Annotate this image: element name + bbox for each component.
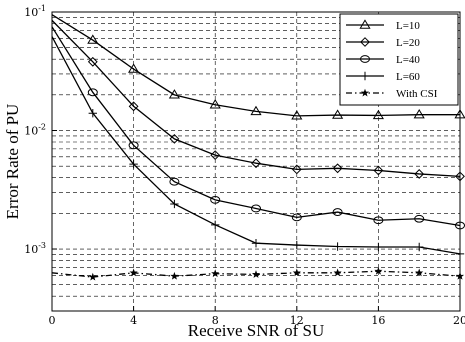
legend-marker-l-10 bbox=[359, 19, 371, 29]
x-tick-label: 8 bbox=[212, 314, 219, 327]
data-point-with-csi bbox=[415, 268, 424, 277]
legend-label-l-60: L=60 bbox=[396, 71, 420, 83]
plot-frame bbox=[51, 11, 461, 312]
data-point-with-csi bbox=[170, 271, 179, 280]
x-tick-label: 20 bbox=[453, 314, 465, 327]
data-point-l-10 bbox=[413, 109, 425, 119]
series-l-60 bbox=[51, 36, 465, 259]
data-point-l-20 bbox=[169, 133, 180, 144]
data-point-with-csi bbox=[292, 268, 301, 277]
data-point-l-20 bbox=[373, 165, 384, 176]
data-point-with-csi bbox=[88, 272, 97, 281]
data-point-l-10 bbox=[332, 109, 344, 119]
legend-label-with-csi: With CSI bbox=[396, 88, 438, 100]
data-point-l-40 bbox=[210, 195, 221, 204]
series-line-l-40 bbox=[51, 26, 461, 227]
x-tick-label: 0 bbox=[49, 314, 56, 327]
data-point-l-60 bbox=[415, 242, 424, 252]
legend-marker-with-csi bbox=[360, 88, 370, 97]
data-point-l-10 bbox=[372, 109, 384, 120]
x-tick-label: 16 bbox=[371, 314, 385, 327]
series-lines bbox=[51, 14, 465, 281]
data-point-with-csi bbox=[211, 269, 220, 278]
y-tick-label: 10-3 bbox=[24, 241, 46, 256]
data-point-with-csi bbox=[251, 270, 261, 278]
legend-label-l-20: L=20 bbox=[396, 37, 420, 49]
y-tick-label: 10-2 bbox=[24, 123, 46, 138]
data-point-l-10 bbox=[291, 110, 303, 120]
series-l-40 bbox=[51, 26, 465, 230]
data-point-l-40 bbox=[332, 208, 343, 216]
data-point-l-20 bbox=[251, 158, 261, 169]
x-tick-label: 12 bbox=[290, 314, 304, 327]
data-point-with-csi bbox=[374, 266, 383, 275]
data-point-l-20 bbox=[414, 169, 425, 179]
data-point-l-40 bbox=[169, 177, 180, 186]
data-point-l-40 bbox=[87, 88, 98, 97]
legend: L=10 L=20 L=40 L=60 With CSI bbox=[339, 13, 459, 106]
series-line-l-20 bbox=[51, 19, 461, 178]
x-tick-label: 4 bbox=[130, 314, 137, 327]
data-point-l-60 bbox=[251, 238, 261, 248]
data-point-l-10 bbox=[128, 63, 140, 73]
data-point-l-60 bbox=[333, 242, 342, 251]
data-point-l-40 bbox=[128, 141, 139, 150]
x-axis-title: Receive SNR of SU bbox=[188, 321, 324, 340]
legend-marker-l-60 bbox=[360, 71, 370, 81]
series-l-20 bbox=[51, 19, 465, 182]
axis-ticks: 0 4 8 12 16 20 10-1 10-2 10-3 bbox=[24, 4, 465, 327]
y-tick-label: 10-1 bbox=[24, 4, 46, 19]
data-point-l-60 bbox=[211, 220, 220, 230]
data-point-l-20 bbox=[332, 163, 343, 174]
data-point-l-40 bbox=[414, 214, 425, 223]
data-point-l-20 bbox=[87, 56, 98, 67]
data-point-l-60 bbox=[292, 240, 301, 250]
data-point-l-10 bbox=[87, 34, 99, 44]
series-with-csi bbox=[51, 266, 465, 281]
data-point-l-60 bbox=[170, 199, 179, 209]
data-point-l-40 bbox=[251, 204, 261, 213]
data-point-l-60 bbox=[88, 108, 97, 118]
legend-marker-l-40 bbox=[360, 55, 370, 63]
data-point-l-60 bbox=[374, 242, 383, 252]
data-point-l-10 bbox=[250, 105, 262, 116]
series-l-10 bbox=[51, 14, 465, 120]
data-point-l-40 bbox=[373, 216, 384, 225]
legend-label-l-10: L=10 bbox=[396, 20, 420, 32]
series-line-l-10 bbox=[51, 14, 460, 117]
data-point-l-10 bbox=[168, 89, 180, 99]
data-point-l-40 bbox=[291, 213, 302, 222]
y-axis-title: Error Rate of PU bbox=[3, 104, 22, 220]
legend-marker-l-20 bbox=[360, 37, 370, 47]
data-point-l-20 bbox=[128, 101, 139, 112]
data-point-l-20 bbox=[291, 164, 302, 175]
data-point-with-csi bbox=[333, 268, 342, 277]
data-point-l-20 bbox=[210, 150, 221, 161]
data-point-l-10 bbox=[209, 99, 221, 109]
data-point-with-csi bbox=[129, 268, 138, 277]
legend-label-l-40: L=40 bbox=[396, 54, 420, 66]
data-point-l-60 bbox=[129, 159, 138, 169]
